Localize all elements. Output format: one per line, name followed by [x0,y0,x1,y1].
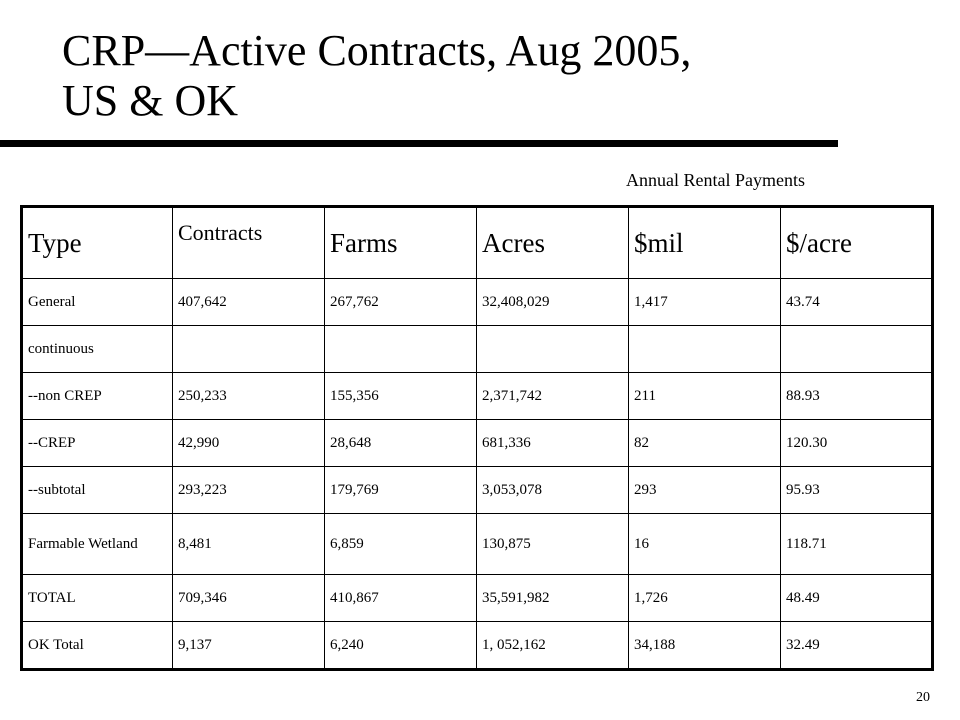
cell-per-acre [780,325,933,373]
cell-type: --CREP [21,419,173,467]
table-row: continuous [21,325,933,373]
cell-acres: 35,591,982 [476,574,629,622]
crp-contracts-table: Type Contracts Farms Acres $mil $/acre G… [20,205,934,671]
cell-farms: 267,762 [324,278,477,326]
cell-type: Farmable Wetland [21,513,173,575]
cell-contracts: 293,223 [172,466,325,514]
cell-type: TOTAL [21,574,173,622]
header-type: Type [21,206,173,279]
cell-type: OK Total [21,621,173,670]
cell-per-acre: 88.93 [780,372,933,420]
header-mil: $mil [628,206,781,279]
cell-acres: 130,875 [476,513,629,575]
cell-mil: 1,417 [628,278,781,326]
cell-per-acre: 120.30 [780,419,933,467]
title-underline [0,140,838,147]
cell-mil: 16 [628,513,781,575]
cell-per-acre: 118.71 [780,513,933,575]
cell-acres: 1, 052,162 [476,621,629,670]
cell-acres: 3,053,078 [476,466,629,514]
table-row: --subtotal 293,223 179,769 3,053,078 293… [21,466,933,514]
cell-acres [476,325,629,373]
header-farms: Farms [324,206,477,279]
cell-contracts: 250,233 [172,372,325,420]
cell-type: --non CREP [21,372,173,420]
page-number: 20 [916,690,930,705]
cell-type: --subtotal [21,466,173,514]
header-per-acre: $/acre [780,206,933,279]
cell-farms: 410,867 [324,574,477,622]
cell-per-acre: 48.49 [780,574,933,622]
cell-contracts: 709,346 [172,574,325,622]
cell-mil [628,325,781,373]
cell-type: continuous [21,325,173,373]
cell-contracts [172,325,325,373]
slide-title: CRP—Active Contracts, Aug 2005, US & OK [62,26,862,126]
table-row: Farmable Wetland 8,481 6,859 130,875 16 … [21,513,933,575]
cell-contracts: 407,642 [172,278,325,326]
cell-farms: 6,240 [324,621,477,670]
table-row: --non CREP 250,233 155,356 2,371,742 211… [21,372,933,420]
cell-per-acre: 32.49 [780,621,933,670]
cell-farms [324,325,477,373]
cell-farms: 28,648 [324,419,477,467]
cell-mil: 1,726 [628,574,781,622]
cell-mil: 293 [628,466,781,514]
title-line-1: CRP—Active Contracts, Aug 2005, [62,26,692,75]
cell-acres: 32,408,029 [476,278,629,326]
title-line-2: US & OK [62,76,239,125]
header-acres: Acres [476,206,629,279]
header-contracts: Contracts [172,206,325,279]
cell-per-acre: 95.93 [780,466,933,514]
cell-acres: 681,336 [476,419,629,467]
cell-farms: 179,769 [324,466,477,514]
cell-contracts: 8,481 [172,513,325,575]
table-caption: Annual Rental Payments [626,170,805,190]
cell-contracts: 9,137 [172,621,325,670]
table-row: TOTAL 709,346 410,867 35,591,982 1,726 4… [21,574,933,622]
cell-farms: 155,356 [324,372,477,420]
table-row: General 407,642 267,762 32,408,029 1,417… [21,278,933,326]
cell-per-acre: 43.74 [780,278,933,326]
cell-type: General [21,278,173,326]
table-header-row: Type Contracts Farms Acres $mil $/acre [21,206,933,279]
table-row: --CREP 42,990 28,648 681,336 82 120.30 [21,419,933,467]
table-row: OK Total 9,137 6,240 1, 052,162 34,188 3… [21,621,933,670]
cell-mil: 211 [628,372,781,420]
cell-mil: 82 [628,419,781,467]
cell-farms: 6,859 [324,513,477,575]
cell-acres: 2,371,742 [476,372,629,420]
cell-contracts: 42,990 [172,419,325,467]
cell-mil: 34,188 [628,621,781,670]
